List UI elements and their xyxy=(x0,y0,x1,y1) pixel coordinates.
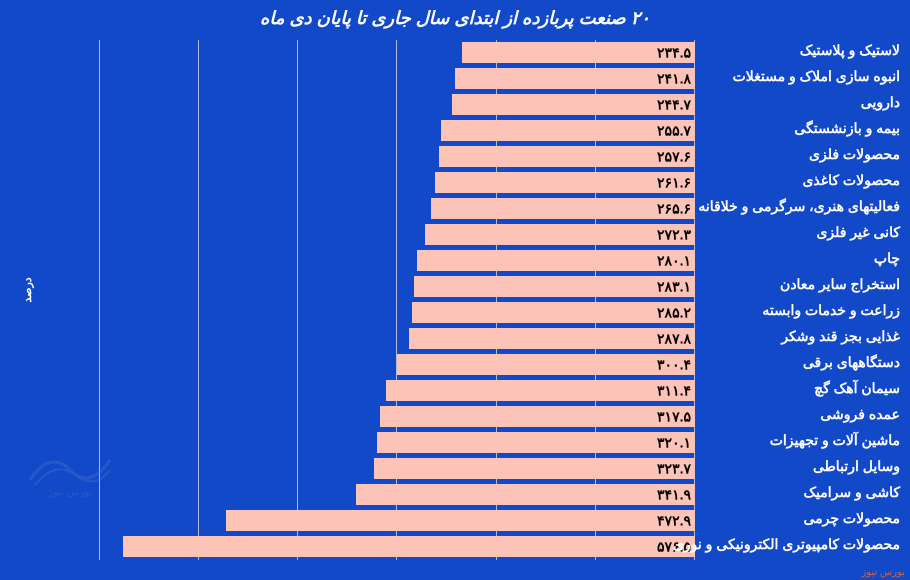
bar: ۲۸۰.۱ xyxy=(417,250,695,271)
bar-value: ۳۴۱.۹ xyxy=(657,486,691,503)
bar-value: ۳۰۰.۴ xyxy=(657,356,691,373)
bar-value: ۳۱۱.۴ xyxy=(657,382,691,399)
bar-row: ۳۲۰.۱ xyxy=(377,430,695,455)
bar-label: سیمان آهک گچ xyxy=(700,380,900,397)
bar-label: استخراج سایر معادن xyxy=(700,276,900,293)
bar: ۳۲۳.۷ xyxy=(374,458,695,479)
bottom-tag: بورس نیوز xyxy=(861,567,905,578)
gridline xyxy=(198,40,199,560)
bar-value: ۳۲۳.۷ xyxy=(657,460,691,477)
chart-title: ۲۰ صنعت پربازده از ابتدای سال جاری تا پا… xyxy=(0,8,910,29)
chart-container: ۲۰ صنعت پربازده از ابتدای سال جاری تا پا… xyxy=(0,0,910,580)
bar-value: ۲۸۰.۱ xyxy=(657,252,691,269)
bar-row: ۲۸۵.۲ xyxy=(412,300,695,325)
bar-label: محصولات فلزی xyxy=(700,146,900,163)
bar: ۳۲۰.۱ xyxy=(377,432,695,453)
bar-value: ۲۸۳.۱ xyxy=(657,278,691,295)
bar-row: ۲۸۷.۸ xyxy=(409,326,695,351)
bar-value: ۲۶۱.۶ xyxy=(657,174,691,191)
bar-label: بیمه و بازنشستگی xyxy=(700,120,900,137)
bar-value: ۳۱۷.۵ xyxy=(657,408,691,425)
bar-row: ۳۰۰.۴ xyxy=(397,352,695,377)
bar: ۳۰۰.۴ xyxy=(397,354,695,375)
bar-label: غذایی بجز قند وشکر xyxy=(700,328,900,345)
bar-value: ۴۷۲.۹ xyxy=(657,512,691,529)
bar-value: ۲۷۲.۳ xyxy=(657,226,691,243)
bar-row: ۳۱۱.۴ xyxy=(386,378,695,403)
gridline xyxy=(297,40,298,560)
bar-row: ۲۶۵.۶ xyxy=(431,196,695,221)
bar: ۳۱۷.۵ xyxy=(380,406,695,427)
bar: ۲۸۵.۲ xyxy=(412,302,695,323)
bar-row: ۳۱۷.۵ xyxy=(380,404,695,429)
bar-row: ۲۸۳.۱ xyxy=(414,274,695,299)
bar-value: ۲۵۵.۷ xyxy=(657,122,691,139)
bar: ۳۴۱.۹ xyxy=(356,484,695,505)
bar: ۲۵۵.۷ xyxy=(441,120,695,141)
bar-row: ۳۴۱.۹ xyxy=(356,482,695,507)
bar-label: لاستیک و پلاستیک xyxy=(700,42,900,59)
bar-value: ۲۸۷.۸ xyxy=(657,330,691,347)
bar-label: دارویی xyxy=(700,94,900,111)
bar: ۵۷۶.۵ xyxy=(123,536,695,557)
bar: ۲۸۷.۸ xyxy=(409,328,695,349)
bar-row: ۴۷۲.۹ xyxy=(226,508,695,533)
bar-label: محصولات کامپیوتری الکترونیکی و نوری xyxy=(700,536,900,553)
bar-value: ۳۲۰.۱ xyxy=(657,434,691,451)
bar-row: ۲۶۱.۶ xyxy=(435,170,695,195)
bar: ۳۱۱.۴ xyxy=(386,380,695,401)
bar: ۲۸۳.۱ xyxy=(414,276,695,297)
bar-row: ۲۵۷.۶ xyxy=(439,144,695,169)
plot-area: ۲۳۴.۵ ۲۴۱.۸ ۲۴۴.۷ ۲۵۵.۷ ۲۵۷.۶ ۲۶۱.۶ ۲۶۵.۶ ۲۷۲.۳… xyxy=(50,40,695,560)
bar-label: محصولات چرمی xyxy=(700,510,900,527)
bar: ۲۶۵.۶ xyxy=(431,198,695,219)
bar-label: چاپ xyxy=(700,250,900,267)
svg-text:بورس نیوز: بورس نیوز xyxy=(47,487,92,498)
bar-label: محصولات کاغذی xyxy=(700,172,900,189)
bar-value: ۲۸۵.۲ xyxy=(657,304,691,321)
bar-value: ۲۴۱.۸ xyxy=(657,70,691,87)
bar-label: ماشین آلات و تجهیزات xyxy=(700,432,900,449)
bar: ۲۴۴.۷ xyxy=(452,94,695,115)
bar-label: دستگاههای برقی xyxy=(700,354,900,371)
bar: ۲۷۲.۳ xyxy=(425,224,695,245)
bar-row: ۲۵۵.۷ xyxy=(441,118,695,143)
bar-label: کانی غیر فلزی xyxy=(700,224,900,241)
bar: ۲۵۷.۶ xyxy=(439,146,695,167)
bar-label: کاشی و سرامیک xyxy=(700,484,900,501)
bar-label: وسایل ارتباطی xyxy=(700,458,900,475)
bar: ۲۴۱.۸ xyxy=(455,68,695,89)
bar-row: ۵۷۶.۵ xyxy=(123,534,695,559)
bar: ۲۳۴.۵ xyxy=(462,42,695,63)
bar-label: زراعت و خدمات وابسته xyxy=(700,302,900,319)
bar-row: ۲۴۱.۸ xyxy=(455,66,695,91)
bar-label: عمده فروشی xyxy=(700,406,900,423)
bar-label: انبوه سازی املاک و مستغلات xyxy=(700,68,900,85)
bar-value: ۲۳۴.۵ xyxy=(657,44,691,61)
watermark-logo: بورس نیوز xyxy=(20,430,120,500)
bar-label: فعالیتهای هنری، سرگرمی و خلاقانه xyxy=(700,198,900,215)
bar-row: ۲۳۴.۵ xyxy=(462,40,695,65)
bar: ۲۶۱.۶ xyxy=(435,172,695,193)
bar-value: ۲۶۵.۶ xyxy=(657,200,691,217)
bar-row: ۲۷۲.۳ xyxy=(425,222,695,247)
labels-area: لاستیک و پلاستیک انبوه سازی املاک و مستغل… xyxy=(700,40,900,560)
bar-row: ۲۸۰.۱ xyxy=(417,248,695,273)
bar-row: ۲۴۴.۷ xyxy=(452,92,695,117)
bar-row: ۳۲۳.۷ xyxy=(374,456,695,481)
y-axis-label: درصد xyxy=(21,277,34,302)
bar-value: ۲۴۴.۷ xyxy=(657,96,691,113)
bar: ۴۷۲.۹ xyxy=(226,510,695,531)
bar-value: ۲۵۷.۶ xyxy=(657,148,691,165)
